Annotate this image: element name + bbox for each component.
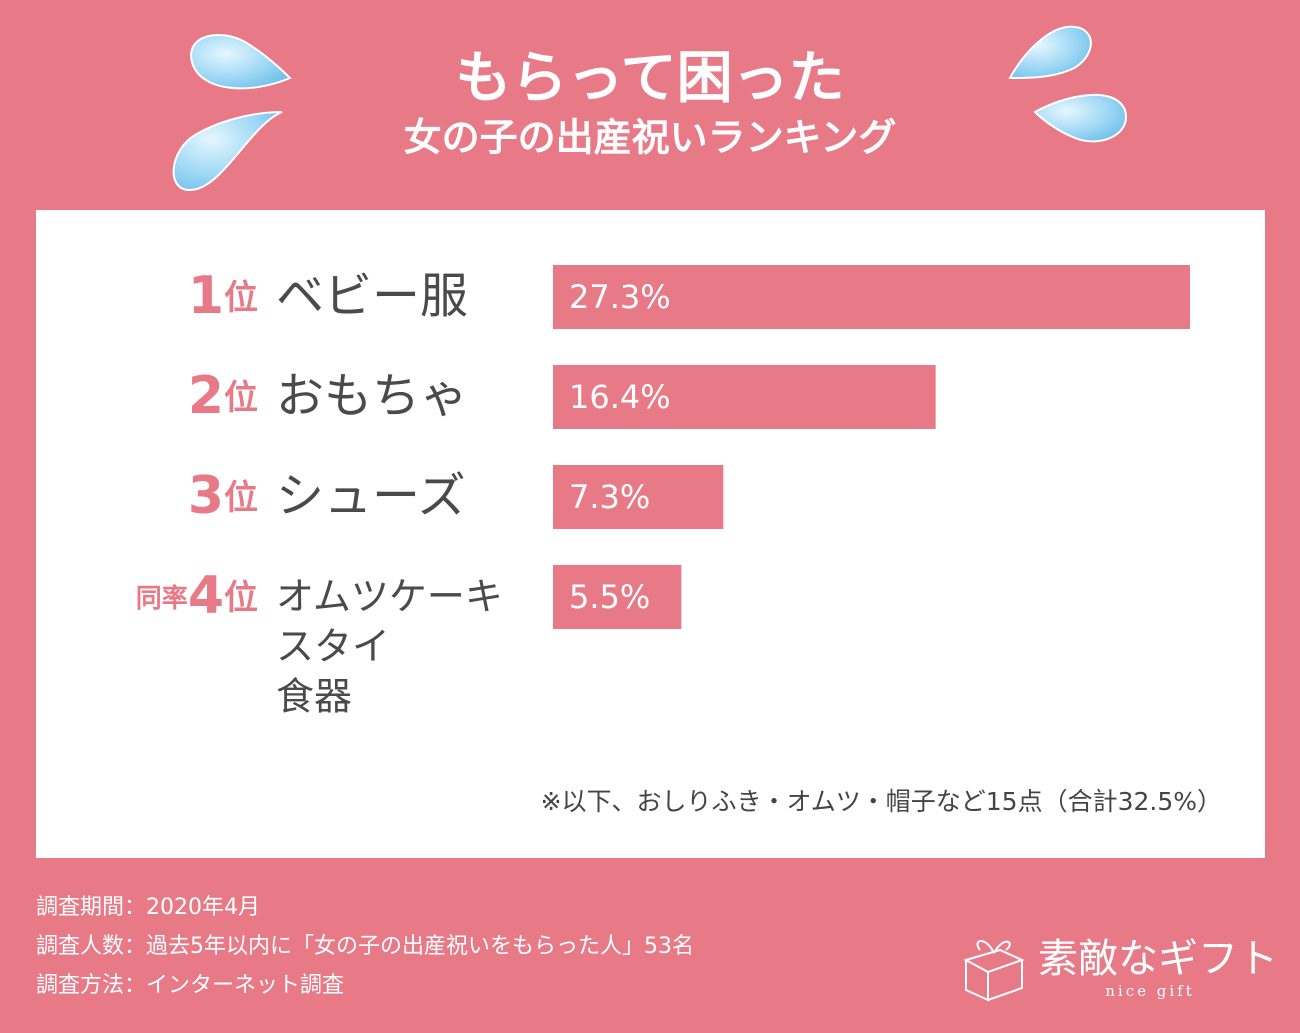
chart-title: もらって困った bbox=[455, 46, 844, 111]
note: ※以下、おしりふき・オムツ・帽子など15点（合計32.5%） bbox=[541, 787, 1222, 816]
category-label: ベビー服 bbox=[276, 268, 468, 324]
rank-number: 1 bbox=[188, 266, 224, 326]
rank-suffix: 位 bbox=[224, 278, 258, 318]
bar bbox=[553, 565, 682, 629]
bar bbox=[553, 465, 724, 529]
category-label: おもちゃ bbox=[276, 368, 468, 424]
value-label: 5.5% bbox=[569, 578, 650, 616]
drop bbox=[1008, 25, 1092, 80]
rank: 同率4位 bbox=[136, 566, 258, 626]
drop bbox=[190, 34, 292, 90]
category-label: シューズ bbox=[276, 468, 466, 524]
brand: 素敵なギフト bbox=[1038, 936, 1278, 982]
value-label: 27.3% bbox=[569, 278, 671, 316]
survey-line: 調査方法：インターネット調査 bbox=[36, 973, 344, 998]
value-label: 16.4% bbox=[569, 378, 671, 416]
category-label: 食器 bbox=[276, 675, 352, 719]
bar bbox=[553, 365, 936, 429]
rank-suffix: 位 bbox=[224, 578, 258, 618]
rank: 2位 bbox=[188, 366, 258, 426]
tie-prefix: 同率 bbox=[136, 583, 188, 614]
rank-suffix: 位 bbox=[224, 478, 258, 518]
rank-suffix: 位 bbox=[224, 378, 258, 418]
drop bbox=[172, 111, 283, 192]
chart-subtitle: 女の子の出産祝いランキング bbox=[404, 116, 897, 160]
rank: 1位 bbox=[188, 266, 258, 326]
gift-icon bbox=[963, 940, 1025, 1002]
brand-sub: nice gift bbox=[1105, 982, 1194, 1000]
category-label: スタイ bbox=[276, 625, 390, 669]
survey: 調査期間：2020年4月調査人数：過去5年以内に「女の子の出産祝いをもらった人」… bbox=[36, 895, 694, 998]
survey-line: 調査人数：過去5年以内に「女の子の出産祝いをもらった人」53名 bbox=[36, 934, 694, 959]
bar bbox=[553, 265, 1190, 329]
rank-number: 3 bbox=[188, 466, 224, 526]
rank-number: 4 bbox=[188, 566, 224, 626]
value-label: 7.3% bbox=[569, 478, 650, 516]
rank-number: 2 bbox=[188, 366, 224, 426]
rank: 3位 bbox=[188, 466, 258, 526]
category-label: オムツケーキ bbox=[276, 575, 503, 619]
survey-line: 調査期間：2020年4月 bbox=[36, 895, 260, 920]
drop bbox=[1033, 93, 1127, 143]
